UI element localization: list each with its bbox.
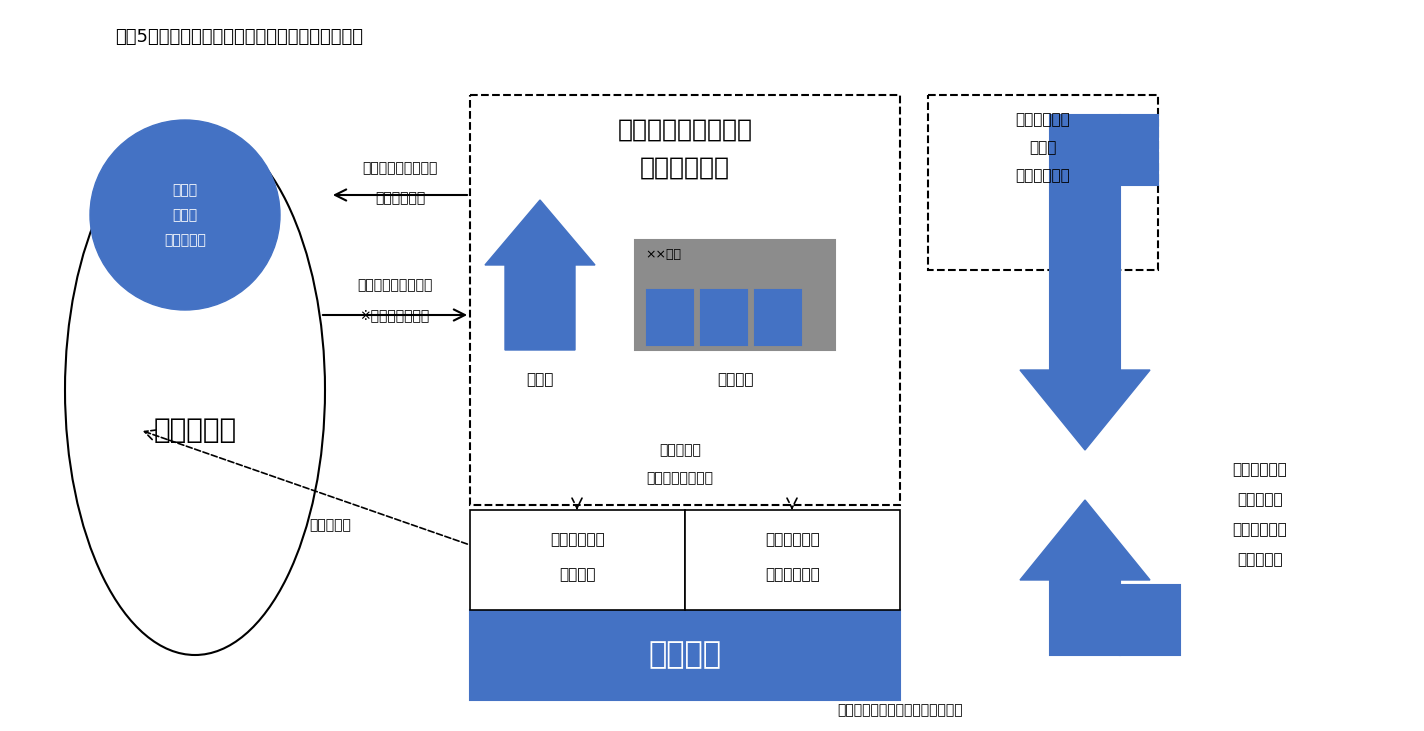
Bar (635, 240, 834, 350)
Text: ××病院: ××病院 (645, 248, 681, 261)
Text: 情報を活用: 情報を活用 (309, 518, 350, 532)
Bar (646, 290, 693, 345)
Text: 担う医療機関: 担う医療機関 (639, 156, 731, 180)
Text: 示す書面交付: 示す書面交付 (375, 191, 426, 205)
Text: かかりつけ医: かかりつけ医 (1015, 113, 1071, 127)
Text: 定義の法定化: 定義の法定化 (1015, 169, 1071, 183)
Text: かかりつけ医: かかりつけ医 (765, 532, 820, 548)
Text: 機能報告制度: 機能報告制度 (765, 567, 820, 583)
Bar (470, 510, 685, 610)
Text: 機能や情報を報告: 機能や情報を報告 (646, 471, 713, 485)
Bar (1049, 580, 1121, 655)
Polygon shape (1020, 370, 1151, 450)
Bar (928, 95, 1158, 270)
Text: 必要な患者: 必要な患者 (164, 233, 206, 247)
Circle shape (90, 120, 281, 310)
Text: 可視化された: 可視化された (1233, 463, 1287, 477)
Text: 診療所: 診療所 (527, 373, 554, 387)
Text: などを協議: などを協議 (1237, 553, 1283, 567)
Text: ※複数の受診可能: ※複数の受診可能 (360, 308, 430, 322)
Bar (1121, 115, 1158, 185)
Bar (755, 290, 800, 345)
Polygon shape (486, 200, 595, 350)
Text: 機能の: 機能の (1030, 140, 1057, 156)
Text: 中小病院: 中小病院 (716, 373, 753, 387)
Text: 医療機能情報: 医療機能情報 (550, 532, 605, 548)
Text: かかりつけ医を選択: かかりつけ医を選択 (357, 278, 433, 292)
Bar (1121, 585, 1180, 655)
Bar (470, 95, 900, 505)
Text: 図表5：かかりつけ医に関する制度整備のイメージ: 図表5：かかりつけ医に関する制度整備のイメージ (115, 28, 363, 46)
Bar (701, 290, 748, 345)
Text: 都道府県: 都道府県 (648, 640, 722, 670)
Bar (470, 610, 900, 700)
Text: 情報を基に: 情報を基に (1237, 493, 1283, 507)
Text: 医療機関が: 医療機関が (659, 443, 701, 457)
Text: 提供制度: 提供制度 (560, 567, 595, 583)
Text: 不足分の対応: 不足分の対応 (1233, 523, 1287, 537)
Text: 医学的: 医学的 (172, 183, 198, 197)
Text: かかりつけ医機能を: かかりつけ医機能を (618, 118, 752, 142)
Text: かかりつけの関係を: かかりつけの関係を (362, 161, 437, 175)
Bar (1049, 115, 1121, 370)
Polygon shape (1020, 500, 1151, 580)
Text: 出典：厚生労働省資料を基に作成: 出典：厚生労働省資料を基に作成 (837, 703, 963, 717)
Bar (685, 510, 900, 610)
Text: 管理が: 管理が (172, 208, 198, 222)
Text: 国民・患者: 国民・患者 (154, 416, 236, 444)
